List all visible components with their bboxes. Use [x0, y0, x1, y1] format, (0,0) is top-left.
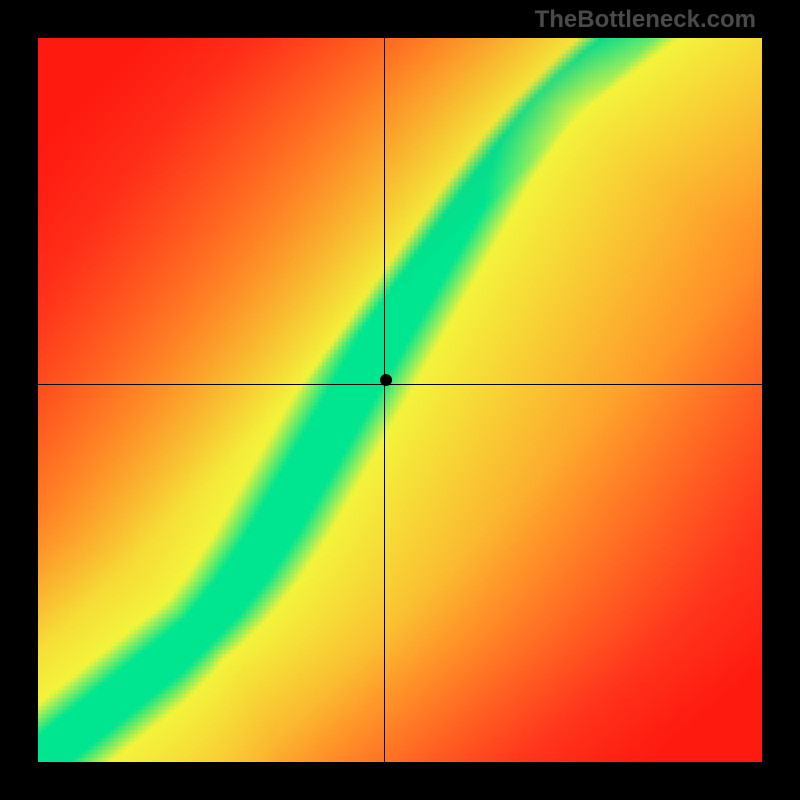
crosshair-vertical — [384, 38, 385, 762]
frame-right — [762, 0, 800, 800]
frame-left — [0, 0, 38, 800]
watermark-text: TheBottleneck.com — [535, 6, 756, 34]
bottleneck-heatmap — [38, 38, 762, 762]
crosshair-horizontal — [38, 384, 762, 385]
data-point-marker — [380, 374, 392, 386]
frame-bottom — [0, 762, 800, 800]
